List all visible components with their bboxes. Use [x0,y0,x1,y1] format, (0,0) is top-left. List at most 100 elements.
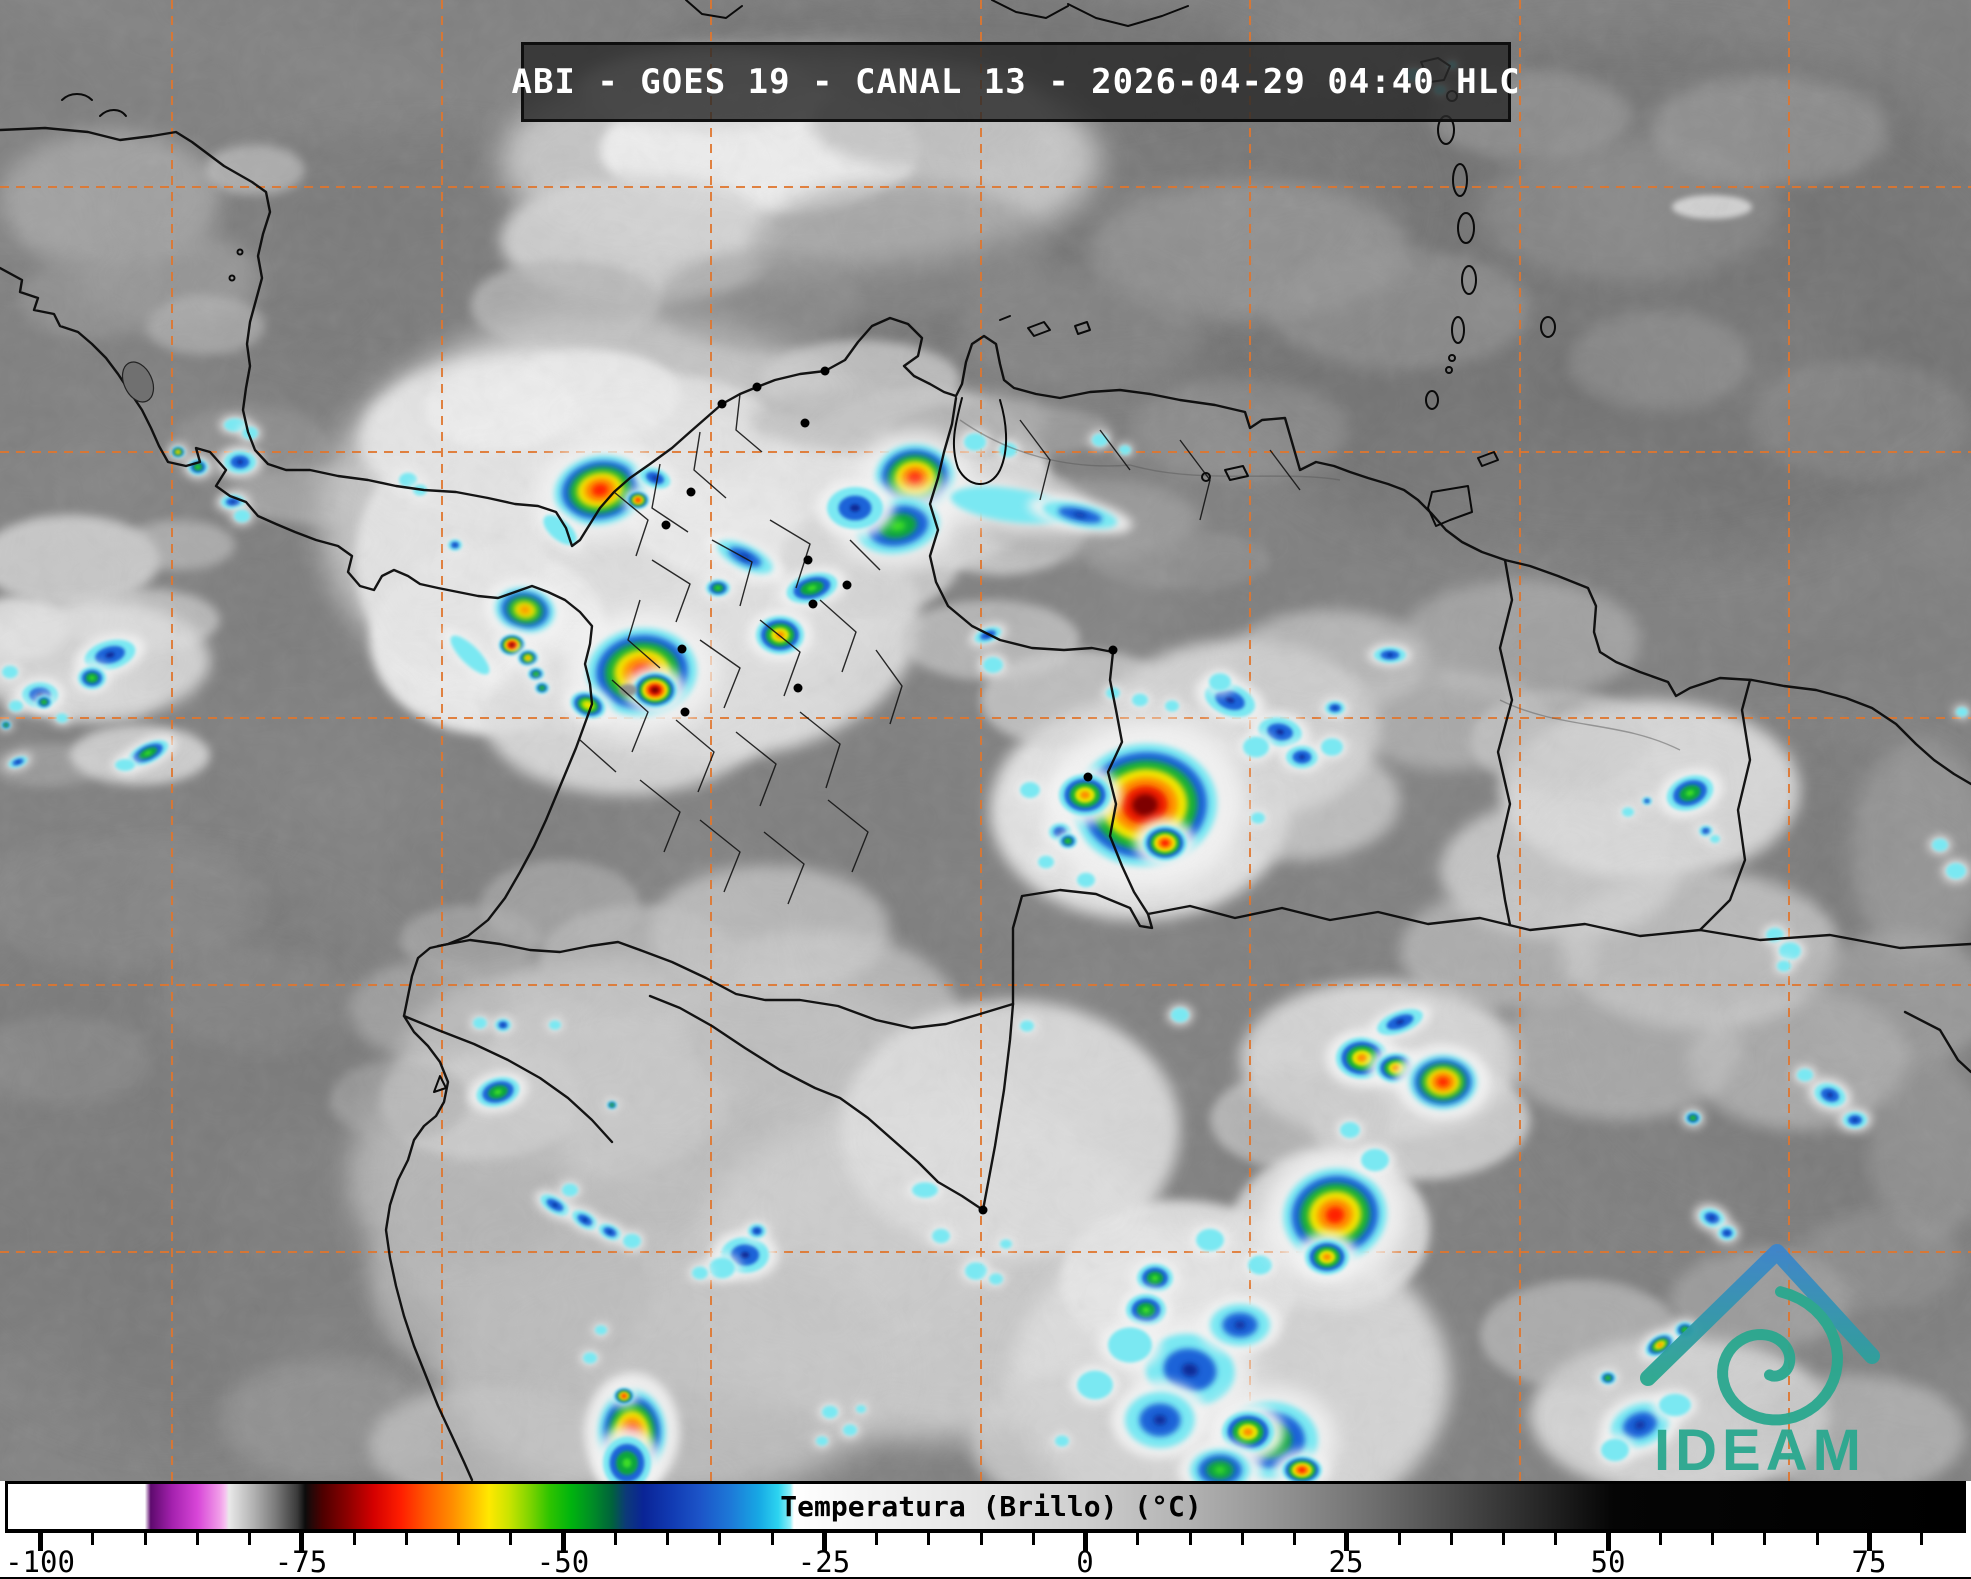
storm-cell [1714,1222,1740,1244]
storm-cell [622,487,654,513]
storm-cell [546,1018,564,1032]
city-dot [752,382,762,392]
storm-cell [1128,691,1152,709]
storm-cell [1016,778,1044,802]
storm-cell-ring [1298,1467,1306,1473]
storm-cell-ring [1055,1435,1069,1447]
storm-cell-ring [105,652,115,658]
storm-cell-ring [1142,1307,1150,1313]
storm-cell-ring [1020,782,1040,798]
storm-cell [1681,1109,1705,1127]
storm-cell [532,680,552,696]
storm-cell [1027,495,1133,535]
storm-cell [906,1179,944,1201]
storm-cell [238,424,262,442]
storm-cell-ring [1092,433,1108,447]
city-dot [680,707,690,717]
storm-cell [1052,1433,1072,1449]
island-trinidad [1427,485,1473,527]
storm-cell [514,646,542,670]
colorbar-tick-label: 50 [1590,1545,1626,1579]
storm-cell [688,1264,712,1282]
storm-cell [1099,1320,1161,1370]
island-coast-top [991,0,1069,19]
border-amazon-trapeze [648,994,1015,1212]
storm-cell-ring [652,476,658,480]
island-curacao [1027,321,1051,337]
storm-cell [986,1271,1006,1287]
storm-cell-ring [1704,829,1708,833]
colorbar-minor-tick [1241,1533,1244,1545]
colorbar-minor-tick [875,1533,878,1545]
colorbar-minor-tick [405,1533,408,1545]
storm-cell-ring [399,472,417,488]
storm-cell-ring [1634,1420,1646,1430]
storm-cell [217,446,263,478]
storm-cell [111,756,139,774]
colorbar-major-tick [1083,1533,1088,1551]
storm-cell [594,1220,626,1244]
storm-cell-ring [1073,512,1087,518]
colorbar-major-tick [38,1533,43,1551]
storm-cell-ring [1827,1092,1833,1098]
storm-cell-ring [999,442,1017,458]
storm-cell-ring [622,1458,632,1468]
storm-cell [818,1403,842,1421]
storm-cell [1073,869,1099,891]
storm-cell [960,1258,992,1284]
colorbar-minor-tick [91,1533,94,1545]
storm-cell [467,1071,529,1113]
storm-cell-ring [964,433,986,451]
colorbar-minor-tick [457,1533,460,1545]
storm-cell-ring [989,1273,1003,1285]
storm-cell-ring [692,1266,708,1280]
storm-cell [1237,732,1275,762]
storm-cell-ring [540,686,544,690]
overshooting-top-spot [619,684,637,696]
river-line [959,419,1131,467]
storm-cell-ring [196,465,200,469]
colorbar-minor-tick [927,1533,930,1545]
coastline-borders-layer [0,126,1971,1482]
island-martinique [1457,212,1475,244]
island-bonaire [1074,321,1091,335]
storm-cell-ring [1797,1068,1813,1082]
city-dot [978,1205,988,1215]
storm-cell-ring [42,700,46,704]
storm-cell [1368,1003,1432,1041]
storm-cell [610,1384,638,1408]
storm-cell-ring [622,1394,626,1398]
city-dot [1108,645,1118,655]
storm-cell-ring [636,498,640,502]
storm-cell [1116,443,1134,457]
storm-cell-ring [1357,1054,1367,1062]
storm-cell [744,1220,770,1242]
storm-cell-ring [242,426,258,440]
storm-cell-ring [595,1325,607,1335]
colorbar-minor-tick [1920,1533,1923,1545]
storm-cell [72,662,112,694]
colorbar-axis: -100 -75 -50 -25 0 25 50 75 [0,1481,1971,1579]
city-dot [803,555,813,565]
storm-cell [0,663,22,681]
storm-cell-ring [1601,1438,1629,1462]
storm-cell [997,1237,1015,1251]
colorbar-minor-tick [353,1533,356,1545]
storm-cell-ring [1132,693,1148,707]
storm-cell-ring [501,1023,505,1027]
city-dot [793,683,803,693]
storm-cell-ring [816,1436,828,1446]
storm-cell-ring [843,1424,857,1436]
storm-cell [580,1350,600,1366]
storm-cell [534,1190,576,1220]
storm-cell [1296,1232,1358,1282]
storm-cell [1395,1043,1491,1121]
city-dot [677,644,687,654]
storm-cell [605,1099,619,1111]
storm-cell [1316,734,1348,760]
storm-cell-ring [584,702,592,708]
storm-cell-ring [473,1017,487,1029]
city-dot [808,599,818,609]
island-coast-top [1067,3,1189,27]
